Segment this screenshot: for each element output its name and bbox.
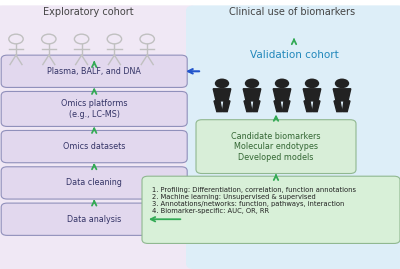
Polygon shape xyxy=(252,101,260,112)
FancyBboxPatch shape xyxy=(1,203,187,235)
Polygon shape xyxy=(282,101,290,112)
Text: Omics datasets: Omics datasets xyxy=(63,142,125,151)
FancyBboxPatch shape xyxy=(196,120,356,174)
Polygon shape xyxy=(333,89,351,101)
Circle shape xyxy=(215,79,229,88)
Text: Candidate biomarkers
Molecular endotypes
Developed models: Candidate biomarkers Molecular endotypes… xyxy=(231,132,321,161)
Polygon shape xyxy=(222,101,230,112)
FancyBboxPatch shape xyxy=(1,167,187,199)
Polygon shape xyxy=(312,101,320,112)
Polygon shape xyxy=(213,89,231,101)
Circle shape xyxy=(275,79,289,88)
Text: Plasma, BALF, and DNA: Plasma, BALF, and DNA xyxy=(47,67,141,76)
Text: Omics platforms
(e.g., LC-MS): Omics platforms (e.g., LC-MS) xyxy=(61,99,128,119)
Text: Data cleaning: Data cleaning xyxy=(66,178,122,187)
Polygon shape xyxy=(303,89,321,101)
Polygon shape xyxy=(304,101,312,112)
Polygon shape xyxy=(334,101,342,112)
Polygon shape xyxy=(244,101,252,112)
Text: Data analysis: Data analysis xyxy=(67,215,121,224)
FancyBboxPatch shape xyxy=(1,130,187,163)
FancyBboxPatch shape xyxy=(1,55,187,87)
Text: Exploratory cohort: Exploratory cohort xyxy=(43,7,133,17)
FancyBboxPatch shape xyxy=(186,5,400,269)
Circle shape xyxy=(305,79,319,88)
Text: Validation cohort: Validation cohort xyxy=(250,50,338,60)
Polygon shape xyxy=(274,101,282,112)
Text: 1. Profiling: Differentiation, correlation, function annotations
2. Machine lear: 1. Profiling: Differentiation, correlati… xyxy=(152,187,356,214)
FancyBboxPatch shape xyxy=(1,91,187,126)
Text: Clinical use of biomarkers: Clinical use of biomarkers xyxy=(229,7,355,17)
Polygon shape xyxy=(243,89,261,101)
Polygon shape xyxy=(273,89,291,101)
FancyBboxPatch shape xyxy=(142,176,400,243)
FancyBboxPatch shape xyxy=(0,5,198,269)
Circle shape xyxy=(245,79,259,88)
Polygon shape xyxy=(214,101,222,112)
Circle shape xyxy=(335,79,349,88)
Polygon shape xyxy=(342,101,350,112)
